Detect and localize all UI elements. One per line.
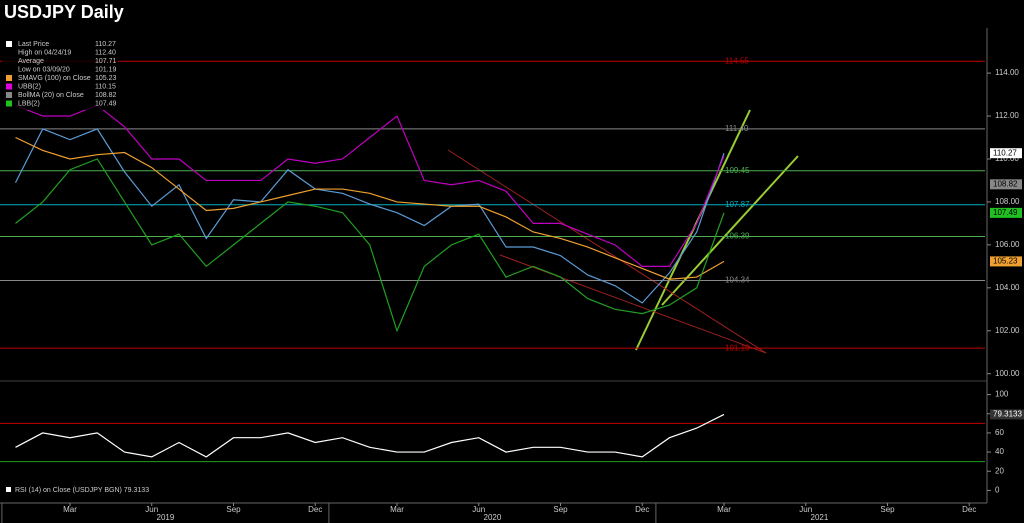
- legend-value: 107.49: [95, 100, 117, 107]
- series-line: [15, 158, 725, 333]
- x-tick-label: Mar: [717, 505, 731, 514]
- legend-label: Last Price: [18, 41, 49, 48]
- level-label: 111.40: [725, 124, 749, 133]
- year-label: 2021: [811, 513, 829, 522]
- price-tag-label: 110.27: [993, 148, 1017, 157]
- y-tick-label: 112.00: [995, 111, 1019, 120]
- legend-swatch: [6, 100, 12, 107]
- rsi-tag-label: 79.3133: [993, 410, 1022, 419]
- series-line: [15, 413, 725, 458]
- price-tag-label: 107.49: [993, 208, 1018, 217]
- y-tick-label: 108.00: [995, 197, 1020, 206]
- y-tick-label: 20: [995, 466, 1004, 475]
- price-tag: [990, 207, 1022, 218]
- chart-title: USDJPY Daily: [4, 2, 124, 22]
- price-tag: [990, 256, 1022, 267]
- x-tick-label: Jun: [472, 505, 485, 514]
- level-label: 101.19: [725, 343, 750, 352]
- legend-label: High on 04/24/19: [18, 49, 71, 56]
- y-tick-label: 40: [995, 447, 1004, 456]
- legend-swatch: [6, 41, 12, 47]
- price-tag-label: 105.23: [993, 257, 1018, 266]
- year-label: 2020: [484, 513, 502, 522]
- legend-swatch: [6, 83, 12, 90]
- year-label: 2019: [157, 513, 175, 522]
- legend-value: 110.27: [95, 41, 116, 48]
- series-line: [15, 104, 725, 267]
- x-tick-label: Jun: [799, 505, 812, 514]
- legend-swatch: [6, 487, 11, 492]
- series-line: [14, 128, 725, 304]
- level-label: 104.34: [725, 276, 750, 285]
- x-tick-label: Dec: [635, 505, 649, 514]
- legend-label: LBB(2): [18, 100, 40, 107]
- y-tick-label: 60: [995, 428, 1004, 437]
- legend-value: 108.82: [95, 92, 117, 99]
- legend-label: SMAVG (100) on Close: [18, 75, 91, 82]
- x-tick-label: Sep: [880, 505, 895, 514]
- level-label: 109.45: [725, 166, 750, 175]
- legend-swatch: [6, 92, 12, 98]
- legend-value: 107.71: [95, 58, 117, 65]
- legend-box: [2, 38, 118, 110]
- x-tick-label: Jun: [145, 505, 158, 514]
- trend-line: [447, 149, 767, 354]
- level-label: 107.87: [725, 200, 750, 209]
- y-tick-label: 100: [995, 390, 1009, 399]
- legend-value: 110.15: [95, 83, 116, 90]
- level-label: 114.55: [725, 56, 749, 65]
- y-tick-label: 100.00: [995, 369, 1020, 378]
- rsi-tag: [990, 409, 1024, 420]
- y-tick-label: 104.00: [995, 283, 1020, 292]
- y-tick-label: 114.00: [995, 68, 1019, 77]
- price-tag: [990, 148, 1022, 159]
- legend-value: 112.40: [95, 49, 116, 56]
- y-tick-label: 110.00: [995, 154, 1019, 163]
- y-tick-label: 0: [995, 486, 1000, 495]
- legend-label: RSI (14) on Close (USDJPY BGN) 79.3133: [15, 487, 149, 494]
- x-tick-label: Mar: [390, 505, 404, 514]
- series-line: [15, 136, 725, 280]
- price-tag-label: 108.82: [993, 179, 1018, 188]
- legend-value: 105.23: [95, 75, 117, 82]
- y-tick-label: 102.00: [995, 326, 1020, 335]
- y-tick-label: 106.00: [995, 240, 1020, 249]
- legend-label: Average: [18, 58, 44, 65]
- legend-label: UBB(2): [18, 83, 41, 90]
- x-tick-label: Dec: [962, 505, 976, 514]
- legend-value: 101.19: [95, 66, 117, 73]
- x-tick-label: Sep: [553, 505, 568, 514]
- x-tick-label: Sep: [226, 505, 241, 514]
- legend-label: BollMA (20) on Close: [18, 92, 84, 99]
- level-label: 106.39: [725, 232, 750, 241]
- legend-label: Low on 03/09/20: [18, 66, 70, 73]
- x-tick-label: Dec: [308, 505, 322, 514]
- legend-swatch: [6, 75, 12, 81]
- x-tick-label: Mar: [63, 505, 77, 514]
- price-tag: [990, 179, 1022, 190]
